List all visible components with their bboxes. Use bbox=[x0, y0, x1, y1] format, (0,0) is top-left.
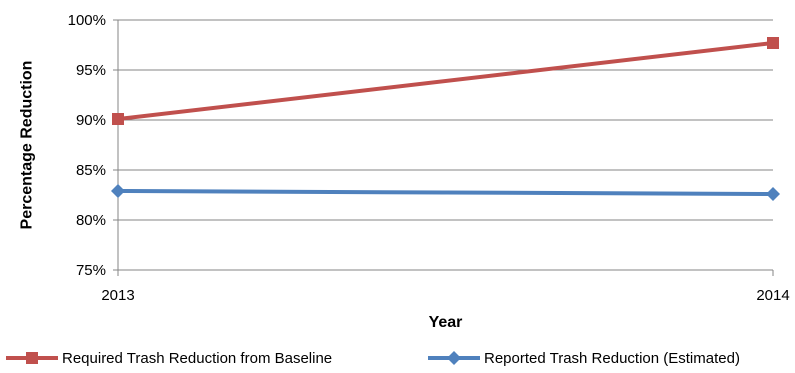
x-axis-title: Year bbox=[429, 314, 463, 331]
legend: Required Trash Reduction from Baseline Re… bbox=[6, 350, 740, 367]
y-tick-label: 85% bbox=[76, 162, 106, 179]
series-line bbox=[117, 41, 774, 121]
series-group bbox=[111, 184, 780, 201]
series-group bbox=[112, 37, 779, 125]
legend-label: Required Trash Reduction from Baseline bbox=[62, 350, 332, 367]
legend-label: Reported Trash Reduction (Estimated) bbox=[484, 350, 740, 367]
legend-item: Required Trash Reduction from Baseline bbox=[6, 350, 332, 367]
data-point-marker bbox=[767, 37, 779, 49]
y-tick-labels: 75% 80% 85% 90% 95% 100% bbox=[68, 12, 106, 279]
y-tick-label: 75% bbox=[76, 262, 106, 279]
legend-swatch-marker bbox=[26, 352, 38, 364]
series-lines bbox=[111, 37, 780, 201]
y-tick-label: 100% bbox=[68, 12, 106, 29]
axes bbox=[117, 20, 773, 271]
x-tick-label: 2014 bbox=[756, 287, 789, 304]
y-tick-label: 80% bbox=[76, 212, 106, 229]
gridlines bbox=[113, 19, 773, 271]
series-line bbox=[117, 189, 774, 196]
data-point-marker bbox=[766, 187, 780, 201]
y-axis-title: Percentage Reduction bbox=[19, 61, 36, 230]
y-tick-label: 95% bbox=[76, 62, 106, 79]
data-point-marker bbox=[111, 184, 125, 198]
data-point-marker bbox=[112, 113, 124, 125]
legend-item: Reported Trash Reduction (Estimated) bbox=[428, 350, 740, 367]
y-tick-label: 90% bbox=[76, 112, 106, 129]
legend-swatch-marker bbox=[447, 351, 461, 365]
x-tick-labels: 2013 2014 bbox=[101, 270, 790, 304]
x-tick-label: 2013 bbox=[101, 287, 134, 304]
